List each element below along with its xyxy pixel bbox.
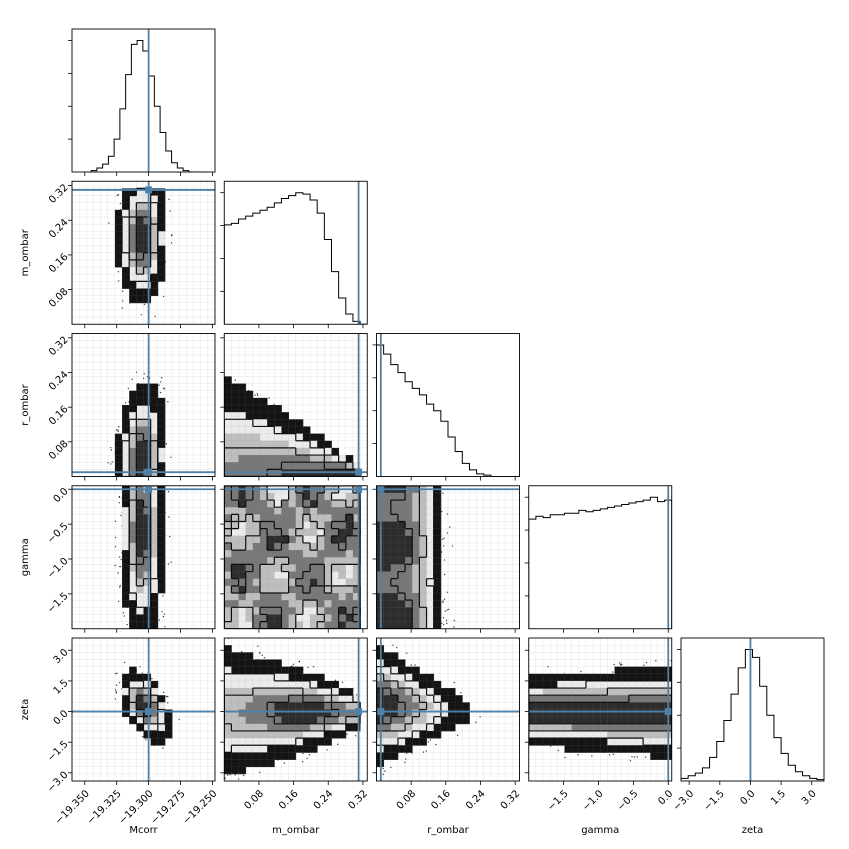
x-tick-label: 0.24 (312, 788, 336, 812)
panel-gamma-zeta-frame (528, 637, 673, 782)
panel-m_ombar-vs-r_ombar (220, 333, 368, 481)
y-axis-label-zeta: zeta (20, 699, 31, 720)
y-tick-label: −1.0 (46, 556, 71, 581)
axis-labels-layer: Mcorr m_ombarm_ombarr_ombarr_ombargammaga… (20, 228, 763, 836)
histogram-step-r_ombar (376, 344, 520, 477)
panel-r_ombar-zeta-frame (376, 637, 520, 782)
density-cells (114, 188, 166, 304)
x-tick-label: −1.5 (702, 788, 727, 813)
y-tick-label: 0.24 (47, 369, 71, 393)
panel-m_ombar-gamma-frame (223, 485, 368, 630)
histogram-step-gamma (528, 496, 672, 629)
density-cells (114, 383, 166, 477)
histogram-gamma-frame (528, 485, 673, 630)
x-tick-label: −0.5 (615, 788, 640, 813)
density-cells (122, 485, 166, 629)
panel-r_ombar-gamma-frame (376, 485, 520, 630)
histogram-step-m_ombar (224, 192, 368, 325)
y-tick-label: 0.16 (47, 252, 71, 276)
truth-marker (355, 708, 363, 716)
y-tick-label: −1.5 (46, 739, 71, 764)
y-axis-label-gamma: gamma (20, 538, 31, 576)
truth-marker (145, 708, 153, 716)
y-axis-label-r_ombar: r_ombar (20, 383, 31, 425)
truth-marker (145, 186, 153, 194)
panel-r_ombar-vs-gamma (372, 485, 520, 633)
panel-Mcorr-vs-m_ombar: 0.08 0.16 0.24 0.32 (47, 180, 216, 329)
x-tick-label: 0.0 (739, 788, 758, 807)
x-tick-label: 1.5 (769, 788, 788, 807)
x-tick-label: −1.0 (581, 788, 606, 813)
truth-marker (377, 708, 385, 716)
x-axis-label-gamma: gamma (581, 825, 619, 836)
y-tick-label: 0.32 (47, 335, 71, 359)
y-tick-label: 0.32 (47, 182, 71, 206)
x-tick-label: −19.250 (181, 788, 219, 826)
histogram-zeta: −3.0 −1.5 0.0 1.5 3.0 (671, 637, 825, 813)
panel-m_ombar-vs-gamma (220, 485, 368, 633)
histogram-r_ombar (372, 333, 520, 481)
histogram-step-zeta (681, 648, 824, 781)
y-tick-label: 0.08 (47, 286, 71, 310)
panel-gamma-vs-zeta: −1.5 −1.0 −0.5 0.0 (524, 637, 675, 813)
panel-Mcorr-vs-zeta: −19.350−19.325−19.300−19.275−19.250−3.0−… (46, 637, 220, 827)
x-tick-label: 0.16 (277, 788, 301, 812)
x-tick-label: 0.08 (242, 788, 266, 812)
x-tick-label: 0.08 (395, 788, 419, 812)
histogram-Mcorr (68, 28, 216, 176)
y-tick-label: 1.5 (52, 678, 71, 697)
panel-Mcorr-vs-r_ombar: 0.08 0.16 0.24 0.32 (47, 333, 216, 481)
y-tick-label: 0.16 (47, 404, 71, 428)
panel-Mcorr-vs-gamma: −1.5 −1.0 −0.5 0.0 (46, 485, 216, 633)
panel-Mcorr-m_ombar-frame (71, 180, 216, 325)
panel-Mcorr-r_ombar-frame (71, 333, 216, 477)
truth-marker (145, 485, 153, 493)
y-tick-label: 0.08 (47, 439, 71, 463)
x-tick-label: −1.5 (546, 788, 571, 813)
truth-marker (355, 468, 363, 476)
panel-m_ombar-r_ombar-frame (223, 333, 368, 477)
y-tick-label: −1.5 (46, 591, 71, 616)
panel-Mcorr-zeta-frame (71, 637, 216, 782)
density-cells (376, 485, 442, 629)
x-axis-label-r_ombar: r_ombar (427, 825, 469, 836)
x-tick-label: 0.24 (464, 788, 488, 812)
histogram-Mcorr-frame (71, 28, 216, 173)
x-axis-label-Mcorr: Mcorr (129, 825, 158, 836)
histogram-r_ombar-frame (376, 333, 520, 477)
truth-marker (664, 708, 672, 716)
panel-m_ombar-zeta-frame (223, 637, 368, 782)
histogram-m_ombar-frame (223, 180, 368, 325)
histogram-gamma (524, 485, 673, 633)
histogram-m_ombar (220, 180, 368, 329)
x-axis-label-m_ombar: m_ombar (272, 825, 320, 836)
x-tick-label: 0.32 (346, 788, 370, 812)
y-tick-label: 0.0 (52, 708, 71, 727)
x-tick-label: 0.32 (499, 788, 523, 812)
x-tick-label: 0.16 (429, 788, 453, 812)
y-tick-label: 0.24 (47, 217, 71, 241)
panel-r_ombar-vs-zeta: 0.08 0.16 0.24 0.32 (372, 637, 523, 812)
y-tick-label: −3.0 (46, 770, 71, 795)
truth-marker (355, 485, 363, 493)
density-cells (528, 666, 672, 760)
truth-marker (377, 485, 385, 493)
y-tick-label: −0.5 (46, 521, 71, 546)
histogram-step-Mcorr (90, 39, 207, 172)
histogram-zeta-frame (680, 637, 825, 782)
density-cells (224, 376, 361, 477)
panels-layer: −3.0 −1.5 0.0 1.5 3.00.080.160.240.320.080.1… (46, 28, 825, 827)
panel-Mcorr-gamma-frame (71, 485, 216, 630)
x-tick-label: 3.0 (800, 788, 819, 807)
x-axis-label-zeta: zeta (742, 825, 763, 836)
truth-marker (145, 468, 153, 476)
y-axis-label-m_ombar: m_ombar (20, 228, 31, 276)
x-tick-label: −3.0 (671, 788, 696, 813)
panel-m_ombar-vs-zeta: 0.08 0.16 0.24 0.32 (220, 637, 370, 812)
y-tick-label: 3.0 (52, 647, 71, 666)
density-cells (224, 645, 361, 775)
y-tick-label: 0.0 (52, 486, 71, 505)
